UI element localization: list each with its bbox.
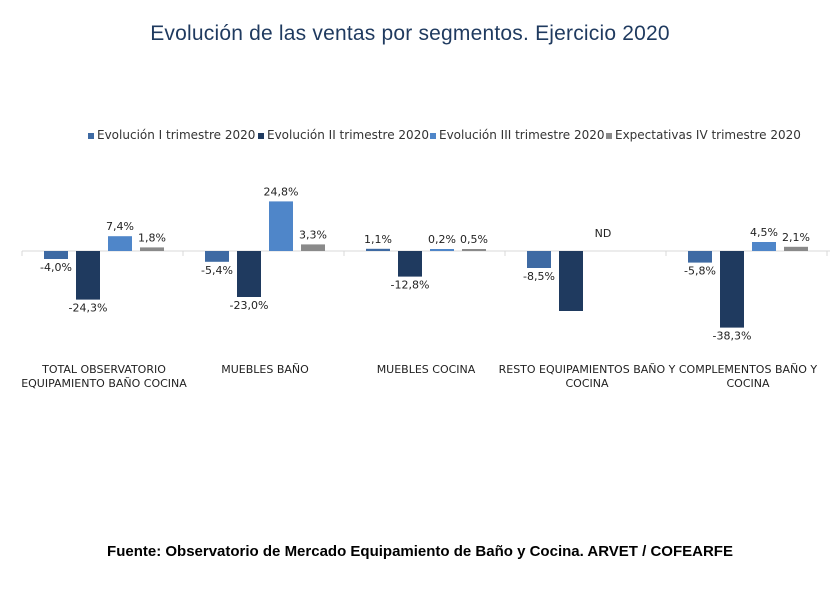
category-label: MUEBLES BAÑO — [221, 363, 309, 376]
data-label: -38,3% — [713, 330, 752, 343]
data-label: 0,2% — [428, 233, 456, 246]
category-label: TOTAL OBSERVATORIO — [41, 363, 166, 376]
source-note: Fuente: Observatorio de Mercado Equipami… — [107, 543, 733, 560]
bar — [752, 242, 776, 251]
bar — [430, 249, 454, 251]
data-label: 3,3% — [299, 228, 327, 241]
bar — [462, 249, 486, 251]
bar — [140, 247, 164, 251]
category-label: COMPLEMENTOS BAÑO Y — [679, 363, 818, 376]
bar — [559, 251, 583, 311]
data-label: 1,8% — [138, 231, 166, 244]
data-label: 1,1% — [364, 233, 392, 246]
data-label: -24,3% — [69, 302, 108, 315]
data-label: 24,8% — [264, 185, 299, 198]
data-label: -12,8% — [391, 279, 430, 292]
data-label: 7,4% — [106, 220, 134, 233]
legend-label: Evolución II trimestre 2020 — [267, 128, 429, 142]
bar — [366, 248, 390, 251]
legend-swatch — [258, 133, 264, 139]
data-label: 0,5% — [460, 233, 488, 246]
legend-label: Expectativas IV trimestre 2020 — [615, 128, 801, 142]
data-label: -8,5% — [523, 270, 555, 283]
data-label: 2,1% — [782, 231, 810, 244]
category-label: EQUIPAMIENTO BAÑO COCINA — [21, 377, 187, 390]
data-label: -23,0% — [230, 299, 269, 312]
category-label: MUEBLES COCINA — [377, 363, 476, 376]
bar — [237, 251, 261, 297]
data-label: -4,0% — [40, 261, 72, 274]
bar — [301, 244, 325, 251]
category-label: COCINA — [726, 377, 769, 390]
data-label: 4,5% — [750, 226, 778, 239]
legend-label: Evolución I trimestre 2020 — [97, 128, 255, 142]
bar — [44, 251, 68, 259]
data-label: -5,8% — [684, 265, 716, 278]
bar — [269, 201, 293, 251]
data-label: -5,4% — [201, 264, 233, 277]
data-label: ND — [595, 227, 612, 240]
bar — [784, 246, 808, 251]
bar — [688, 251, 712, 263]
legend-label: Evolución III trimestre 2020 — [439, 128, 605, 142]
legend-swatch — [430, 133, 436, 139]
legend-swatch — [606, 133, 612, 139]
chart-title: Evolución de las ventas por segmentos. E… — [150, 22, 670, 45]
bar — [527, 251, 551, 268]
bar — [76, 251, 100, 300]
legend-swatch — [88, 133, 94, 139]
bar — [205, 251, 229, 262]
category-label: COCINA — [565, 377, 608, 390]
bar — [108, 236, 132, 251]
bar — [398, 251, 422, 277]
bar — [720, 251, 744, 328]
category-label: RESTO EQUIPAMIENTOS BAÑO Y — [499, 363, 676, 376]
